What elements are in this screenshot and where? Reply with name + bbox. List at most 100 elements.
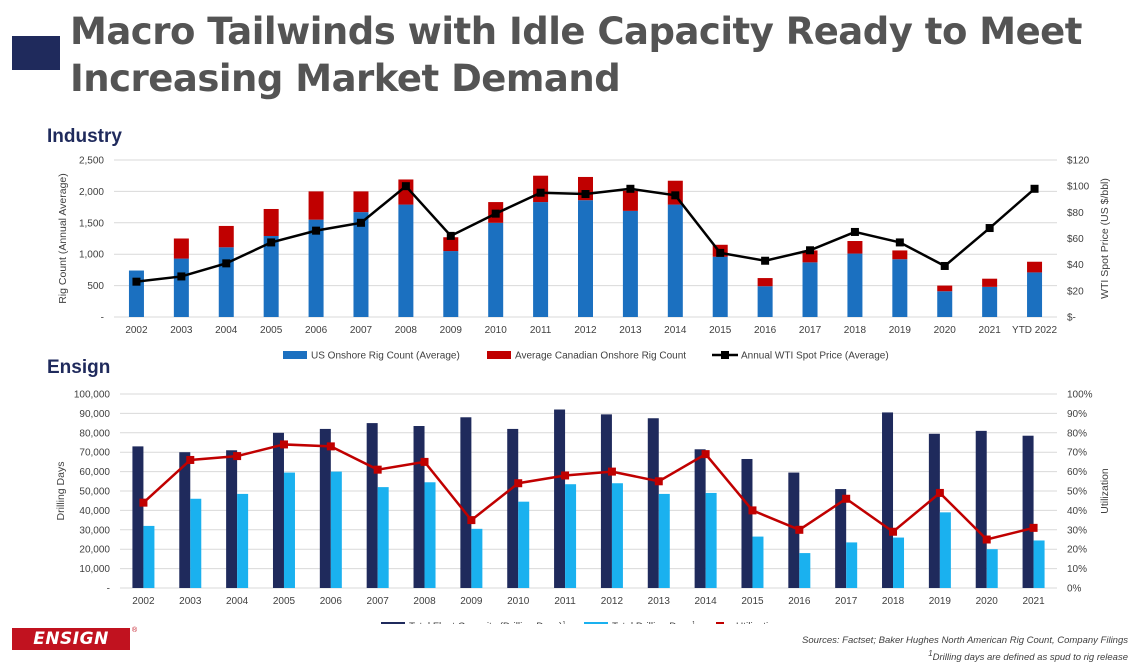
bar-us-onshore-rig-count-average: [263, 235, 279, 317]
marker-annual-wti-spot-price-average: [581, 190, 590, 199]
bar-total-fleet-capacity-drilling-days: [694, 449, 706, 588]
bar-total-drilling-days: [330, 471, 342, 588]
bar-average-canadian-onshore-rig-count: [218, 225, 234, 248]
bar-average-canadian-onshore-rig-count: [802, 250, 818, 263]
x-tick-label: 2008: [413, 596, 436, 607]
y2-tick-label: 80%: [1067, 428, 1087, 439]
industry-section-label: Industry: [47, 126, 122, 147]
bar-total-fleet-capacity-drilling-days: [975, 430, 987, 588]
bar-total-drilling-days: [705, 492, 717, 588]
x-tick-label: 2014: [664, 325, 687, 336]
y-tick-label: -: [101, 313, 104, 324]
bar-us-onshore-rig-count-average: [308, 219, 324, 317]
x-tick-label: 2020: [976, 596, 999, 607]
marker-annual-wti-spot-price-average: [806, 246, 815, 255]
y-tick-label: -: [107, 584, 110, 595]
y2-tick-label: 100%: [1067, 390, 1093, 401]
y-tick-label: 30,000: [79, 525, 110, 536]
x-tick-label: 2018: [882, 596, 905, 607]
y-tick-label: 1,500: [79, 218, 104, 229]
bar-total-fleet-capacity-drilling-days: [647, 418, 659, 588]
bar-total-drilling-days: [799, 553, 811, 588]
bar-average-canadian-onshore-rig-count: [173, 238, 189, 259]
marker-annual-wti-spot-price-average: [850, 227, 859, 236]
drilling-days-note: 1Drilling days are defined as spud to ri…: [802, 647, 1128, 664]
marker-utilization: [842, 494, 851, 503]
bar-total-fleet-capacity-drilling-days: [460, 417, 472, 588]
marker-utilization: [748, 506, 757, 515]
legend-label-us-onshore-rig-count-average: US Onshore Rig Count (Average): [311, 351, 460, 362]
marker-utilization: [795, 525, 804, 534]
x-tick-label: 2007: [350, 325, 373, 336]
legend-marker-utilization: [716, 622, 724, 624]
page-title-line1: Macro Tailwinds with Idle Capacity Ready…: [70, 10, 1082, 53]
x-tick-label: 2010: [485, 325, 508, 336]
bar-total-fleet-capacity-drilling-days: [835, 489, 847, 588]
bar-average-canadian-onshore-rig-count: [757, 278, 773, 287]
bar-total-fleet-capacity-drilling-days: [882, 412, 894, 588]
marker-annual-wti-spot-price-average: [356, 218, 365, 227]
x-tick-label: 2017: [835, 596, 858, 607]
y2-tick-label: $20: [1067, 286, 1084, 297]
bar-total-fleet-capacity-drilling-days: [272, 432, 284, 588]
y-tick-label: 70,000: [79, 448, 110, 459]
y-tick-label: 40,000: [79, 506, 110, 517]
marker-annual-wti-spot-price-average: [761, 256, 770, 265]
bar-us-onshore-rig-count-average: [128, 270, 144, 317]
y2-tick-label: 0%: [1067, 584, 1082, 595]
bar-total-drilling-days: [377, 487, 389, 588]
bar-total-fleet-capacity-drilling-days: [741, 458, 753, 588]
legend-swatch-average-canadian-onshore-rig-count: [487, 351, 511, 359]
logo-registered-mark: ®: [132, 627, 138, 634]
marker-annual-wti-spot-price-average: [132, 277, 141, 286]
bar-us-onshore-rig-count-average: [712, 256, 728, 317]
y-tick-label: 50,000: [79, 487, 110, 498]
note-text: Drilling days are defined as spud to rig…: [932, 652, 1128, 664]
bar-total-drilling-days: [143, 525, 155, 588]
y-tick-label: 80,000: [79, 428, 110, 439]
marker-utilization: [279, 440, 288, 449]
bar-total-fleet-capacity-drilling-days: [600, 414, 612, 588]
bar-total-fleet-capacity-drilling-days: [179, 452, 191, 588]
bar-average-canadian-onshore-rig-count: [1027, 261, 1043, 273]
x-tick-label: 2008: [395, 325, 418, 336]
x-tick-label: 2002: [125, 325, 148, 336]
y2-tick-label: 40%: [1067, 506, 1087, 517]
bar-average-canadian-onshore-rig-count: [892, 250, 908, 260]
y2-axis-title: Utilization: [1099, 468, 1111, 514]
bar-total-fleet-capacity-drilling-days: [1022, 435, 1034, 588]
x-tick-label: 2005: [273, 596, 296, 607]
marker-annual-wti-spot-price-average: [536, 188, 545, 197]
marker-annual-wti-spot-price-average: [312, 226, 321, 235]
bar-us-onshore-rig-count-average: [757, 286, 773, 317]
bar-us-onshore-rig-count-average: [173, 258, 189, 317]
bar-total-drilling-days: [939, 512, 951, 588]
x-tick-label: YTD 2022: [1012, 325, 1057, 336]
legend-swatch-total-fleet-capacity-drilling-days: [381, 622, 405, 624]
y2-axis-title: WTI Spot Price (US $/bbl): [1099, 178, 1111, 299]
bar-total-drilling-days: [752, 536, 764, 588]
bar-us-onshore-rig-count-average: [353, 212, 369, 317]
y-axis-title: Drilling Days: [55, 462, 67, 521]
title-accent-box: [12, 36, 60, 70]
x-tick-label: 2009: [440, 325, 463, 336]
y2-tick-label: 60%: [1067, 467, 1087, 478]
y-tick-label: 90,000: [79, 409, 110, 420]
line-utilization: [142, 443, 1034, 541]
bar-total-fleet-capacity-drilling-days: [928, 433, 940, 588]
legend-swatch-us-onshore-rig-count-average: [283, 351, 307, 359]
legend-marker-annual-wti-spot-price-average: [721, 351, 729, 359]
marker-utilization: [1029, 523, 1038, 532]
y-tick-label: 10,000: [79, 564, 110, 575]
x-tick-label: 2019: [929, 596, 952, 607]
marker-utilization: [467, 516, 476, 525]
ensign-section-label: Ensign: [47, 357, 111, 378]
bar-total-drilling-days: [986, 549, 998, 588]
bar-total-drilling-days: [658, 493, 670, 588]
legend-swatch-total-drilling-days: [584, 622, 608, 624]
marker-utilization: [654, 477, 663, 486]
y2-tick-label: $-: [1067, 313, 1076, 324]
legend-label-average-canadian-onshore-rig-count: Average Canadian Onshore Rig Count: [515, 351, 686, 362]
marker-annual-wti-spot-price-average: [177, 272, 186, 281]
bar-us-onshore-rig-count-average: [578, 200, 593, 317]
